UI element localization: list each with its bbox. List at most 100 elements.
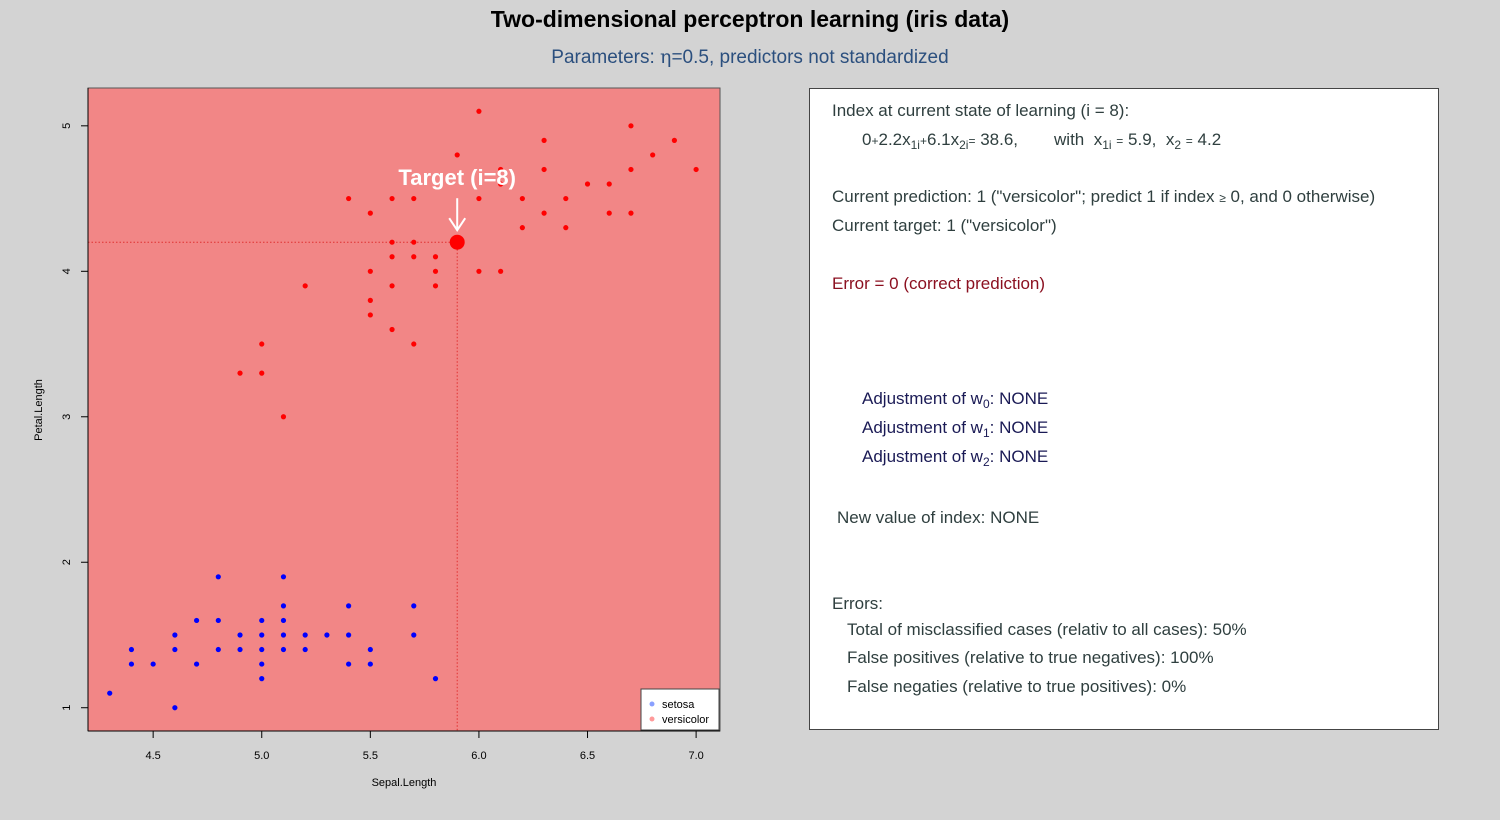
legend: setosa versicolor [640,688,720,731]
eq-x1-value: 5.9, [1128,130,1157,149]
eq-x2: x [1165,130,1175,149]
adjustment-label: Adjustment of w [862,447,983,466]
point-versicolor [389,239,395,245]
eq-x2-equals: = [1185,134,1193,148]
point-setosa [172,705,178,711]
point-setosa [346,632,352,638]
eq-plus: + [919,134,927,148]
point-versicolor [606,181,612,187]
eq-w1-sub: 1i [910,138,920,152]
point-versicolor [259,370,265,376]
geq-symbol: ≥ [1219,191,1226,205]
point-versicolor [237,370,243,376]
eq-x2-value: 4.2 [1197,130,1222,149]
point-setosa [346,603,352,609]
adjustment-sub: 2 [982,455,990,469]
total-misclassified: Total of misclassified cases (relativ to… [847,620,1247,639]
point-setosa [172,632,178,638]
x-tick-label: 7.0 [688,750,703,762]
point-versicolor [498,268,504,274]
x-tick-label: 6.0 [471,750,486,762]
eq-w0: 0 [862,130,872,149]
eq-value: 38.6, [980,130,1019,149]
target-point [449,234,465,250]
y-axis: 1 2 3 4 5 [61,88,89,731]
x-tick-label: 6.5 [580,750,595,762]
point-setosa [432,676,439,682]
point-versicolor [563,195,569,202]
y-tick-label: 5 [61,123,73,129]
point-setosa [346,661,352,667]
point-versicolor [259,341,265,347]
point-setosa [259,632,265,638]
false-positives: False positives (relative to true negati… [847,648,1214,667]
point-versicolor [389,195,395,202]
chart-title: Two-dimensional perceptron learning (iri… [490,6,1010,32]
index-equation: 0+2.2x1i+6.1x2i= 38.6, with x1i = 5.9, x2… [862,130,1222,152]
subtitle-eta: η [660,46,672,68]
point-setosa [280,632,287,638]
point-versicolor [628,123,634,129]
point-versicolor [454,152,460,158]
point-setosa [302,646,308,653]
point-versicolor [476,195,482,202]
point-versicolor [541,166,547,173]
point-versicolor [411,254,417,260]
prediction-text: Current prediction: 1 ("versicolor"; pre… [832,187,1215,206]
adjustment-value: : NONE [989,418,1049,437]
point-setosa [107,690,113,696]
eq-w2-term: 6.1x [926,130,960,149]
info-panel: Index at current state of learning (i = … [809,88,1439,730]
point-versicolor [389,326,395,333]
adjustment-value: : NONE [989,389,1049,408]
eq-w1-term: 2.2x [878,130,911,149]
y-tick-label: 2 [61,559,73,565]
point-versicolor [367,268,373,274]
point-versicolor [367,312,373,318]
point-setosa [280,574,287,580]
adjustment-w0: Adjustment of w0: NONE [862,389,1049,411]
point-setosa [128,661,135,667]
adjustment-label: Adjustment of w [862,418,983,437]
point-versicolor [671,137,677,143]
point-versicolor [411,239,417,245]
x-axis-label: Sepal.Length [372,777,437,789]
adjustment-w2: Adjustment of w2: NONE [862,447,1048,469]
y-axis-label: Petal.Length [33,379,45,441]
eq-with: with [1054,130,1085,149]
point-setosa [150,661,156,667]
point-versicolor [584,181,591,187]
point-versicolor [519,225,525,231]
point-setosa [302,632,308,638]
current-prediction: Current prediction: 1 ("versicolor"; pre… [832,187,1375,207]
point-versicolor [367,297,373,303]
error-status: Error = 0 (correct prediction) [832,274,1046,293]
y-tick-label: 3 [61,414,73,420]
eq-w2-sub: 2i [959,138,969,152]
point-versicolor [476,108,482,114]
point-setosa [237,646,243,653]
index-header: Index at current state of learning (i = … [832,101,1130,120]
point-setosa [324,632,330,638]
target-arrow-head [448,217,467,233]
point-versicolor [432,283,439,289]
point-versicolor [432,268,439,274]
adjustment-sub: 0 [982,397,990,411]
point-setosa [280,617,287,624]
target-label: Target (i=8) [398,165,516,190]
subtitle-rest: =0.5, predictors not standardized [671,47,949,68]
point-versicolor [628,166,634,173]
subtitle-prefix: Parameters: [551,47,661,68]
point-setosa [259,661,265,667]
point-setosa [259,646,265,653]
chart-subtitle: Parameters: η=0.5, predictors not standa… [0,46,1500,69]
point-setosa [215,617,221,624]
legend-label-versicolor: versicolor [662,714,709,726]
x-tick-label: 4.5 [146,750,161,762]
point-versicolor [628,210,634,216]
eq-x1-equals: = [1116,134,1124,148]
new-index-value: New value of index: NONE [837,508,1040,527]
point-versicolor [476,268,482,274]
eq-x1: x [1093,130,1103,149]
adjustment-w1: Adjustment of w1: NONE [862,418,1049,439]
